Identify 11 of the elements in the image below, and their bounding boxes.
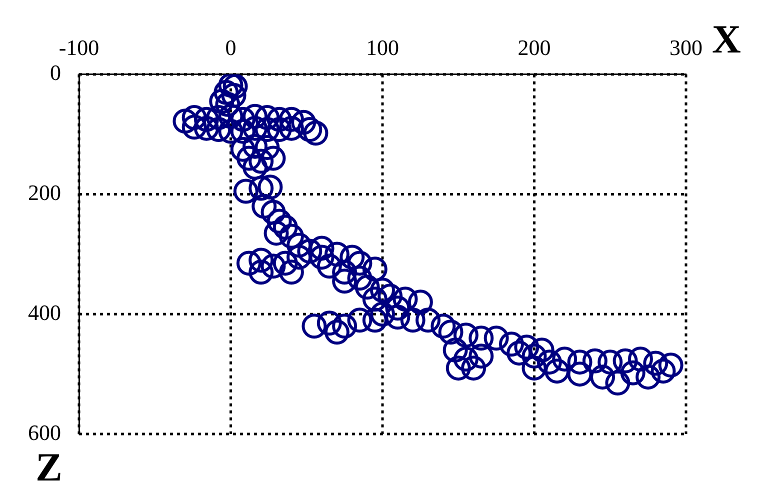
x-tick-label: 0 bbox=[225, 34, 236, 60]
y-tick-label: 400 bbox=[28, 300, 61, 325]
x-tick-label: 300 bbox=[670, 34, 702, 60]
x-axis-title: X bbox=[712, 16, 741, 62]
x-tick-label: 200 bbox=[518, 34, 551, 60]
y-tick-label: 600 bbox=[28, 420, 61, 445]
x-tick-label: 100 bbox=[366, 34, 399, 60]
x-tick-label: -100 bbox=[58, 34, 100, 60]
y-tick-label: 0 bbox=[50, 60, 61, 86]
y-axis-title: Z bbox=[36, 444, 62, 490]
y-tick-label: 200 bbox=[28, 180, 61, 206]
